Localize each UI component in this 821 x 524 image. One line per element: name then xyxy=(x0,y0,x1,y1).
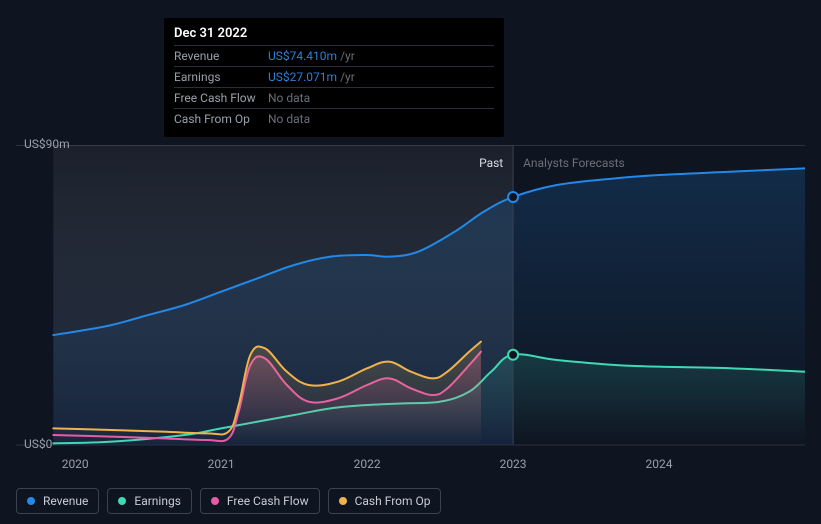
x-tick-label: 2024 xyxy=(646,457,673,471)
tooltip-unit: /yr xyxy=(340,70,355,84)
legend-item-earnings[interactable]: Earnings xyxy=(107,488,192,514)
x-tick-label: 2022 xyxy=(354,457,381,471)
tooltip-row: Revenue US$74.410m /yr xyxy=(174,45,494,66)
x-tick-label: 2023 xyxy=(500,457,527,471)
legend-label: Cash From Op xyxy=(355,494,431,508)
tooltip-date: Dec 31 2022 xyxy=(174,26,494,45)
legend-label: Earnings xyxy=(134,494,181,508)
legend-label: Free Cash Flow xyxy=(227,494,309,508)
chart-container: Past Analysts Forecasts US$0US$90m 20202… xyxy=(16,120,805,520)
legend-item-cfo[interactable]: Cash From Op xyxy=(328,488,442,514)
legend-dot-icon xyxy=(118,497,126,505)
tooltip-value: No data xyxy=(268,112,310,126)
legend-item-fcf[interactable]: Free Cash Flow xyxy=(200,488,320,514)
x-tick-label: 2020 xyxy=(62,457,89,471)
tooltip-unit: /yr xyxy=(340,49,355,63)
tooltip-value: No data xyxy=(268,91,310,105)
tooltip-value: US$74.410m xyxy=(268,49,337,63)
tooltip-row: Earnings US$27.071m /yr xyxy=(174,66,494,87)
chart-legend: Revenue Earnings Free Cash Flow Cash Fro… xyxy=(16,488,441,514)
legend-item-revenue[interactable]: Revenue xyxy=(16,488,99,514)
tooltip-row: Free Cash Flow No data xyxy=(174,87,494,108)
chart-plot[interactable] xyxy=(16,120,805,470)
forecast-period-label: Analysts Forecasts xyxy=(523,156,625,170)
legend-dot-icon xyxy=(339,497,347,505)
past-period-label: Past xyxy=(479,156,503,170)
x-tick-label: 2021 xyxy=(208,457,235,471)
tooltip-label: Earnings xyxy=(174,70,268,84)
tooltip-row: Cash From Op No data xyxy=(174,108,494,129)
tooltip-value: US$27.071m xyxy=(268,70,337,84)
chart-tooltip: Dec 31 2022 Revenue US$74.410m /yr Earni… xyxy=(164,18,504,137)
tooltip-label: Free Cash Flow xyxy=(174,91,268,105)
legend-label: Revenue xyxy=(43,494,88,508)
tooltip-label: Revenue xyxy=(174,49,268,63)
tooltip-label: Cash From Op xyxy=(174,112,268,126)
legend-dot-icon xyxy=(27,497,35,505)
legend-dot-icon xyxy=(211,497,219,505)
